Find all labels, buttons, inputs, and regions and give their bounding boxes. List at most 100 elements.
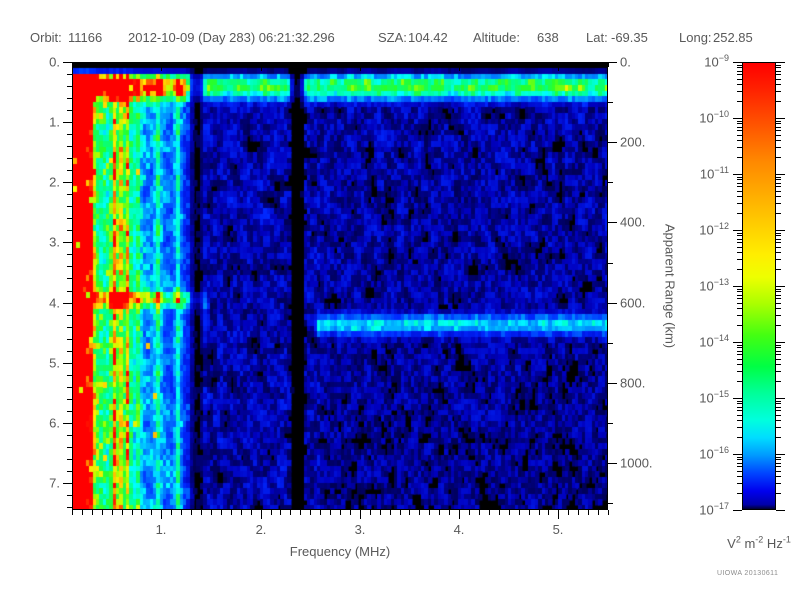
colorbar-minor-tick <box>737 191 742 192</box>
y-minor-tick <box>67 411 72 412</box>
colorbar-minor-tick-right <box>776 91 781 92</box>
colorbar-minor-tick <box>737 121 742 122</box>
y2-minor-tick <box>608 503 613 504</box>
colorbar-minor-tick-right <box>776 179 781 180</box>
colorbar-minor-tick-right <box>776 101 781 102</box>
colorbar-minor-tick <box>737 269 742 270</box>
colorbar-minor-tick <box>737 123 742 124</box>
colorbar-minor-tick <box>737 127 742 128</box>
x-major-tick <box>360 510 361 519</box>
y-minor-tick <box>67 110 72 111</box>
x-minor-tick-top <box>112 62 113 67</box>
colorbar-minor-tick <box>737 74 742 75</box>
colorbar-major-tick-right <box>776 174 785 175</box>
colorbar-minor-tick-right <box>776 493 781 494</box>
colorbar-minor-tick-right <box>776 401 781 402</box>
y2-minor-tick <box>608 263 613 264</box>
x-minor-tick-top <box>201 62 202 67</box>
colorbar-minor-tick <box>737 179 742 180</box>
colorbar-minor-tick <box>737 308 742 309</box>
colorbar-tick-label: 10−15 <box>699 389 729 406</box>
y2-tick-label: 400. <box>620 214 646 230</box>
colorbar-minor-tick <box>737 147 742 148</box>
x-major-tick-top <box>558 62 559 71</box>
x-minor-tick <box>409 510 410 515</box>
colorbar-major-tick <box>733 454 742 455</box>
x-minor-tick <box>191 510 192 515</box>
colorbar-minor-tick <box>737 403 742 404</box>
colorbar-minor-tick <box>737 459 742 460</box>
colorbar-minor-tick <box>737 233 742 234</box>
colorbar-minor-tick <box>737 407 742 408</box>
colorbar-minor-tick-right <box>776 259 781 260</box>
colorbar-minor-tick-right <box>776 191 781 192</box>
colorbar-minor-tick <box>737 289 742 290</box>
x-minor-tick-top <box>479 62 480 67</box>
colorbar-minor-tick <box>737 483 742 484</box>
colorbar-minor-tick <box>737 354 742 355</box>
y2-major-tick <box>608 62 617 63</box>
colorbar-major-tick <box>733 118 742 119</box>
x-minor-tick-top <box>300 62 301 67</box>
lat-value: -69.35 <box>611 30 648 45</box>
y2-tick-label: 200. <box>620 134 646 150</box>
y-minor-tick <box>67 375 72 376</box>
y2-minor-tick <box>608 343 613 344</box>
x-minor-tick <box>211 510 212 515</box>
x-minor-tick-top <box>539 62 540 67</box>
y-tick-label: 1. <box>49 114 60 130</box>
colorbar-major-tick-right <box>776 286 785 287</box>
y2-tick-label: 0. <box>620 54 631 70</box>
y-minor-tick <box>67 98 72 99</box>
y-minor-tick <box>67 254 72 255</box>
x-minor-tick-top <box>310 62 311 67</box>
colorbar-tick-label: 10−17 <box>699 501 729 518</box>
x-minor-tick-top <box>320 62 321 67</box>
x-minor-tick <box>221 510 222 515</box>
colorbar-major-tick-right <box>776 398 785 399</box>
colorbar-minor-tick <box>737 213 742 214</box>
colorbar-minor-tick <box>737 364 742 365</box>
colorbar-minor-tick <box>737 401 742 402</box>
institution-watermark: UIOWA 20130611 <box>717 570 779 577</box>
colorbar-minor-tick-right <box>776 233 781 234</box>
colorbar-minor-tick <box>737 410 742 411</box>
colorbar-tick-label: 10−9 <box>704 53 729 70</box>
x-minor-tick-top <box>519 62 520 67</box>
colorbar-major-tick <box>733 510 742 511</box>
x-tick-label: 4. <box>453 522 465 537</box>
x-major-tick-top <box>161 62 162 71</box>
x-minor-tick-top <box>211 62 212 67</box>
long-value: 252.85 <box>713 30 753 45</box>
y-tick-label: 4. <box>49 295 60 311</box>
x-minor-tick <box>300 510 301 515</box>
colorbar-minor-tick <box>737 493 742 494</box>
colorbar-minor-tick-right <box>776 471 781 472</box>
colorbar-minor-tick-right <box>776 371 781 372</box>
y-minor-tick <box>67 435 72 436</box>
ionogram-heatmap <box>72 62 608 510</box>
x-minor-tick <box>330 510 331 515</box>
colorbar-minor-tick-right <box>776 247 781 248</box>
colorbar-major-tick <box>733 62 742 63</box>
colorbar-minor-tick-right <box>776 183 781 184</box>
y2-tick-label: 800. <box>620 375 646 391</box>
y-minor-tick <box>67 266 72 267</box>
colorbar-minor-tick <box>737 303 742 304</box>
colorbar-minor-tick <box>737 130 742 131</box>
x-minor-tick <box>469 510 470 515</box>
x-minor-tick <box>529 510 530 515</box>
colorbar-minor-tick <box>737 463 742 464</box>
colorbar-minor-tick <box>737 347 742 348</box>
y2-minor-tick <box>608 182 613 183</box>
x-minor-tick-top <box>390 62 391 67</box>
colorbar-minor-tick-right <box>776 476 781 477</box>
colorbar-major-tick-right <box>776 454 785 455</box>
x-minor-tick-top <box>330 62 331 67</box>
colorbar-minor-tick-right <box>776 463 781 464</box>
y-minor-tick <box>67 134 72 135</box>
y-minor-tick <box>67 327 72 328</box>
y-minor-tick <box>67 495 72 496</box>
x-minor-tick-top <box>132 62 133 67</box>
colorbar-minor-tick-right <box>776 127 781 128</box>
